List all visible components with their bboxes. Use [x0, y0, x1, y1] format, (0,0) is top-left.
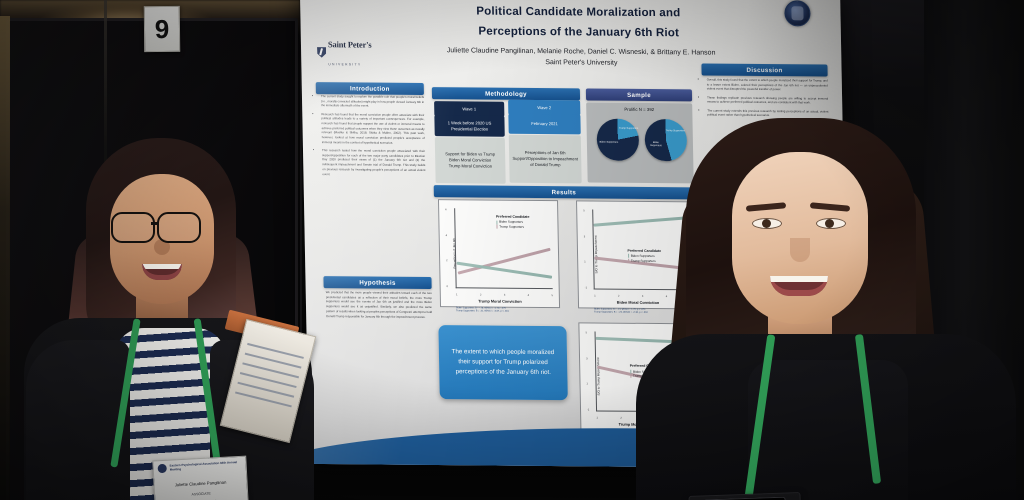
- logo-name: Saint Peter's: [327, 39, 372, 50]
- presenter-right-pupil-left: [762, 219, 771, 228]
- chart-1-legend-trump: Trump Supporters: [499, 224, 525, 229]
- intro-bullet-1: The current study sought to explore the …: [321, 94, 424, 109]
- section-header-hypothesis: Hypothesis: [323, 276, 432, 290]
- university-seal-icon: [784, 0, 811, 27]
- chart-1-swatch-trump: [496, 224, 498, 229]
- presenter-right-chest: [748, 360, 908, 500]
- chart-1-xtick-2: 3: [503, 293, 506, 297]
- wave2-measures: Perceptions of Jan 6th Support/Oppositio…: [508, 134, 582, 184]
- presenter-left-name-badge: Eastern Psychological Association 94th A…: [152, 455, 250, 500]
- chart-3-yticks: 5 3 1 -1: [586, 332, 590, 412]
- presenter-left-shoulder-left: [26, 340, 130, 500]
- presenter-left-nose: [154, 239, 170, 255]
- presenter-left-badge-header: Eastern Psychological Association 94th A…: [157, 459, 241, 474]
- chart-2-yticks: 5 3 1 -1: [583, 210, 587, 290]
- shield-icon: [317, 47, 326, 58]
- chart-1-ytick-2: 2: [446, 259, 448, 263]
- section-header-discussion: Discussion: [701, 63, 828, 77]
- university-logo: Saint Peter's UNIVERSITY: [317, 34, 372, 70]
- pie1-slice-biden-label: Biden Supporters: [599, 140, 619, 144]
- presenter-left-eyeglass-right: [157, 212, 201, 243]
- chart-3-ytick-0: 5: [585, 331, 588, 335]
- section-header-methodology: Methodology: [431, 87, 581, 101]
- presenter-right-badge-holder-slot: [703, 496, 786, 500]
- discussion-bullet-2: These findings replicate previous resear…: [707, 95, 828, 105]
- poster-title-line2: Perceptions of the January 6th Riot: [478, 25, 680, 40]
- chart-2-xtick-0: 1: [594, 294, 596, 298]
- presenter-left-eyeglass-bridge: [151, 222, 159, 225]
- chart-1-xticks: 1 2 3 4 5: [456, 293, 553, 297]
- chart-2-ytick-2: 1: [584, 260, 586, 264]
- discussion-bullet-1: Overall, this study found that the exten…: [707, 78, 828, 93]
- chart-1-annotation-trump: Trump Supporters: B = .31, 95%CI = -2.67…: [456, 310, 509, 314]
- presenter-right-body: Eastern Psychological Association 94th A…: [628, 334, 1024, 500]
- booth-number-sign: 9: [143, 5, 181, 53]
- section-header-sample: Sample: [585, 88, 693, 102]
- chart-1-legend-title: Preferred Candidate: [495, 214, 530, 219]
- logo-subtitle: UNIVERSITY: [328, 62, 362, 67]
- chart-1-yticks: 6 4 2 0: [445, 209, 448, 289]
- presenter-left: Eastern Psychological Association 94th A…: [18, 138, 318, 500]
- chart-1-xtick-0: 1: [456, 293, 458, 297]
- chart-1-xlabel: Trump Moral Conviction: [478, 299, 522, 304]
- wave1-measures: Support for Biden vs Trump Biden Moral C…: [434, 137, 506, 184]
- wave1-timing: 1 Week before 2020 US Presidential Elect…: [434, 115, 505, 137]
- chart-2-xtick-1: 2: [617, 294, 620, 298]
- sample-size-label: Prolific N = 392: [624, 106, 655, 113]
- presenter-left-badge-org: Eastern Psychological Association 94th A…: [169, 459, 238, 472]
- chart-2-ytick-0: 5: [583, 209, 585, 213]
- chart-2-ytick-1: 3: [583, 235, 586, 239]
- intro-bullet-3: This research tested how the moral convi…: [322, 148, 426, 177]
- chart-1-annotations: Biden Supporters: B = -.76, 95%CI = -1.7…: [456, 307, 556, 315]
- presenter-right: Eastern Psychological Association 94th A…: [628, 118, 1024, 500]
- wave2-timing: February 2021: [508, 113, 581, 135]
- booth-number-label: 9: [154, 13, 170, 44]
- presenter-right-pupil-right: [825, 219, 834, 228]
- discussion-body: Overall, this study found that the exten…: [702, 77, 829, 122]
- chart-1: Perceptions of Jan 6th 6 4 2 0 Preferred…: [437, 199, 561, 309]
- presenter-left-eyeglass-left: [111, 212, 155, 243]
- door-frame-edge-light: [0, 16, 10, 500]
- poster-title: Political Candidate Moralization and Per…: [378, 1, 779, 45]
- intro-bullet-2: Research has found that the moral convic…: [321, 112, 425, 146]
- presenter-right-smile: [770, 276, 828, 296]
- chart-1-ytick-0: 6: [445, 208, 447, 212]
- chart-1-ytick-3: 0: [446, 285, 449, 289]
- introduction-body: The current study sought to explore the …: [316, 94, 426, 181]
- presenter-left-smile: [142, 264, 182, 280]
- chart-2-ytick-3: -1: [584, 286, 588, 290]
- presenter-right-nose: [790, 238, 810, 262]
- chart-3-ytick-1: 3: [586, 357, 588, 361]
- discussion-bullet-3: The current study extends this previous …: [707, 108, 828, 118]
- presenter-left-badge-name: Juliette Claudine Pangilinan: [174, 479, 227, 488]
- chart-1-ytick-1: 4: [445, 234, 448, 238]
- chart-1-xtick-3: 4: [527, 293, 530, 297]
- chart-3-ytick-2: 1: [586, 382, 589, 386]
- chart-1-xtick-4: 5: [551, 294, 553, 298]
- results-callout: The extent to which people moralized the…: [438, 325, 568, 401]
- chart-1-legend: Preferred Candidate Biden Supporters Tru…: [496, 214, 530, 228]
- association-seal-icon: [157, 463, 167, 474]
- chart-1-xtick-1: 2: [479, 293, 482, 297]
- presenter-left-badge-role: ASSOCIATE: [191, 491, 211, 497]
- hypothesis-body: We predicted that the more people viewed…: [325, 290, 433, 319]
- presenter-left-body: Eastern Psychological Association 94th A…: [18, 309, 318, 500]
- section-header-introduction: Introduction: [315, 82, 424, 96]
